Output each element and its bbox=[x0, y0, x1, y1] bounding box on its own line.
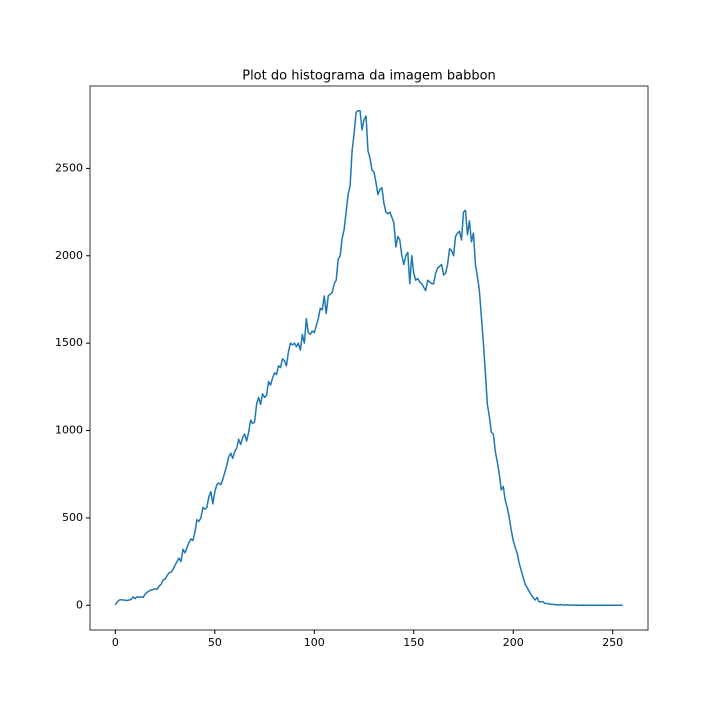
y-tick-label: 2000 bbox=[55, 249, 83, 262]
x-tick-label: 50 bbox=[208, 636, 222, 649]
y-tick-label: 1000 bbox=[55, 424, 83, 437]
y-tick-label: 0 bbox=[76, 598, 83, 611]
x-tick-label: 0 bbox=[112, 636, 119, 649]
x-tick-label: 250 bbox=[602, 636, 623, 649]
y-tick-label: 2500 bbox=[55, 161, 83, 174]
plot-frame bbox=[89, 85, 649, 631]
chart-title: Plot do histograma da imagem babbon bbox=[242, 69, 496, 84]
x-tick-label: 200 bbox=[503, 636, 524, 649]
y-tick-label: 500 bbox=[62, 511, 83, 524]
x-tick-label: 150 bbox=[403, 636, 424, 649]
line-series bbox=[114, 109, 623, 607]
x-tick-label: 100 bbox=[304, 636, 325, 649]
y-tick-label: 1500 bbox=[55, 336, 83, 349]
